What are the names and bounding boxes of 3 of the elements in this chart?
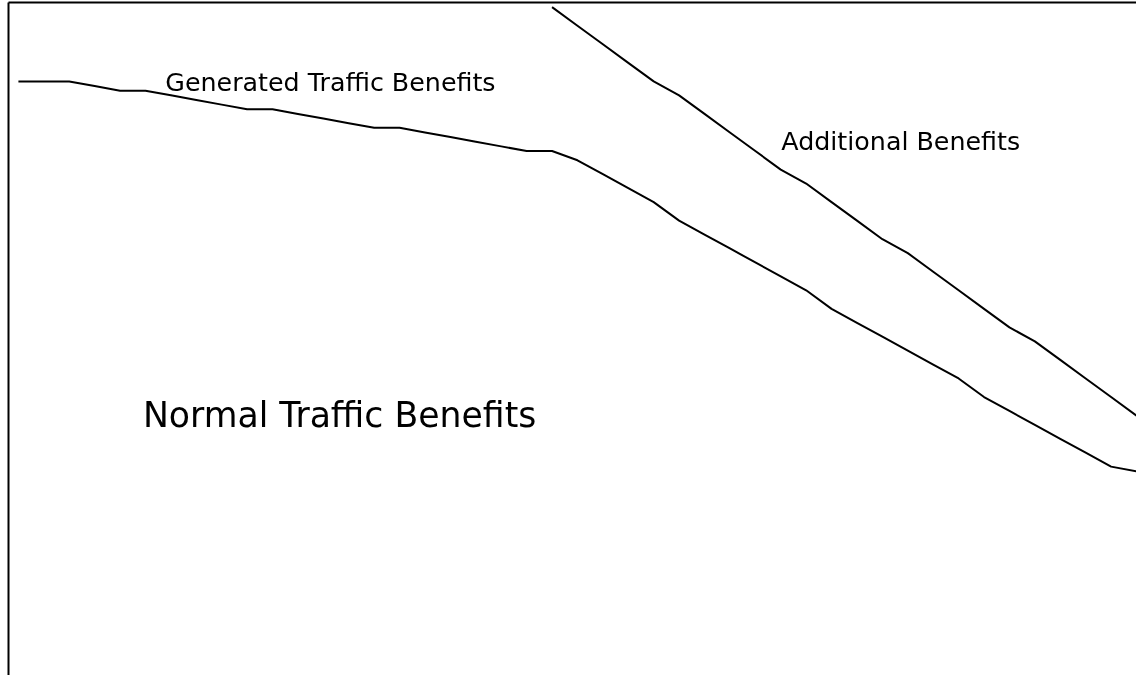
annotation: Normal Traffic Benefits	[142, 395, 537, 435]
annotation: Additional Benefits	[781, 125, 1021, 156]
annotation: Generated Traffic Benefits	[165, 67, 496, 97]
